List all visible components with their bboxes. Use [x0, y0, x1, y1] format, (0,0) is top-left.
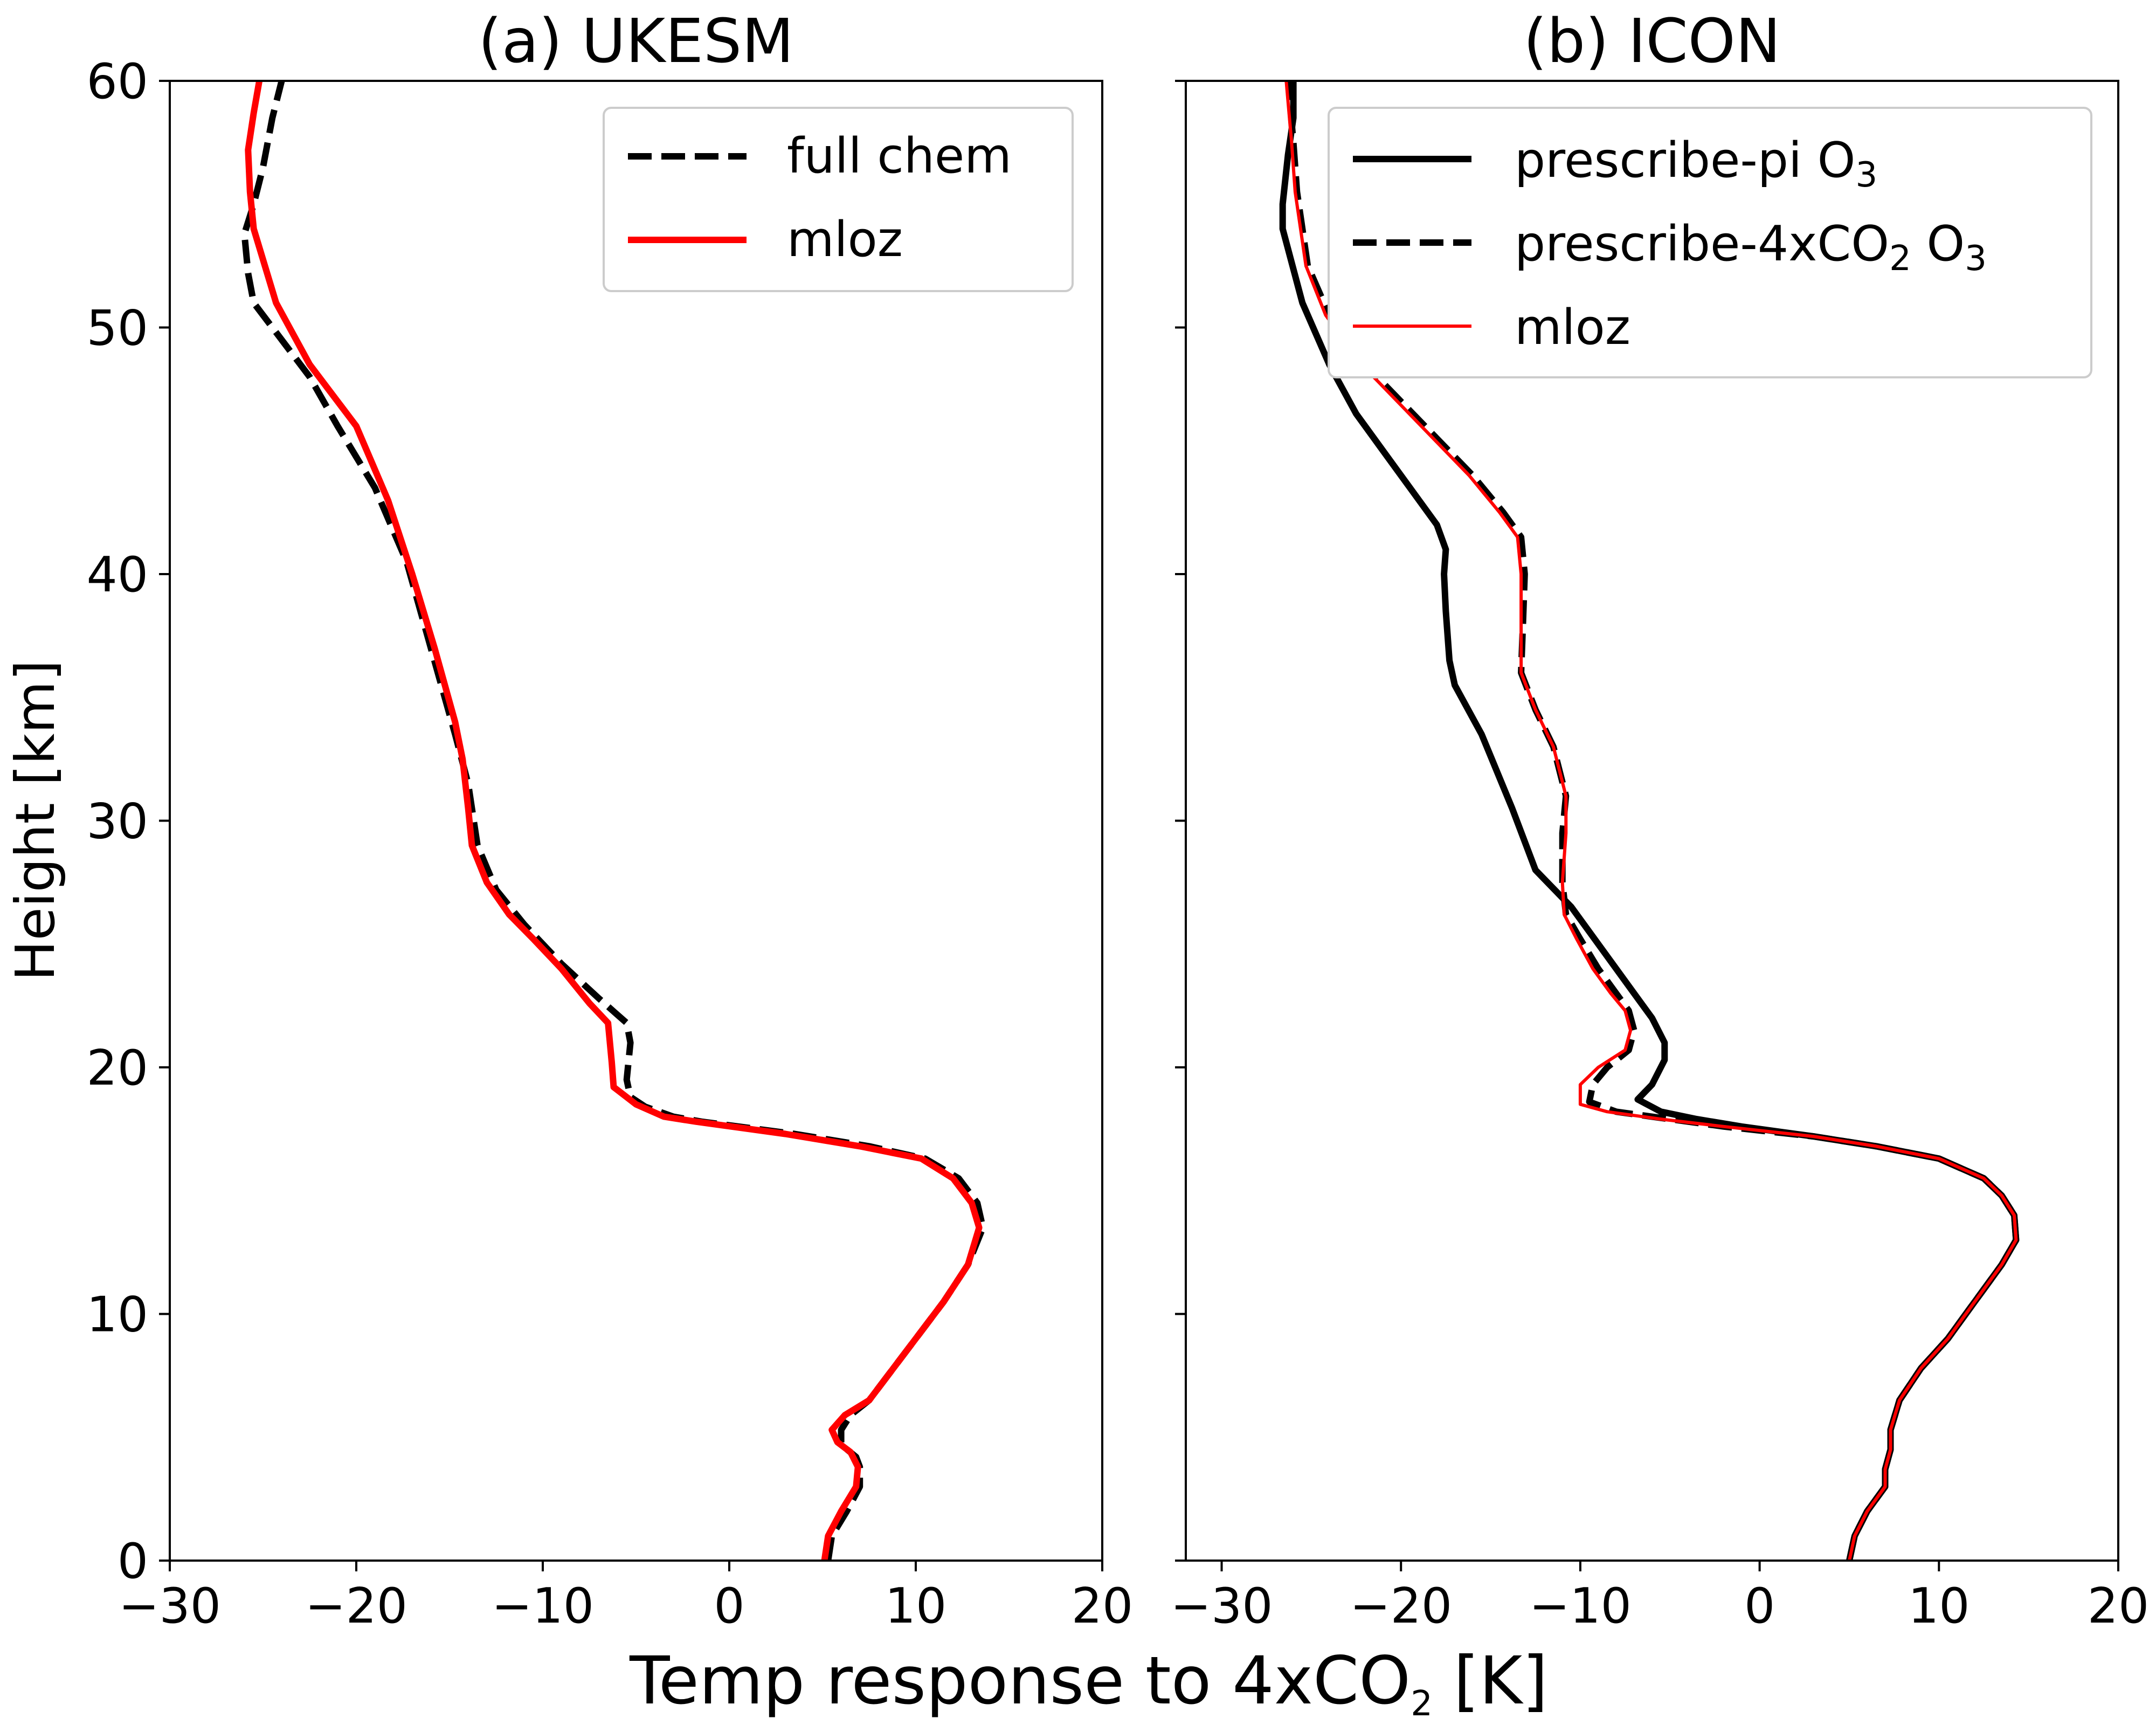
- icon-x-tick-label: −30: [1171, 1578, 1273, 1634]
- legend-label-prescribe-4xco2: prescribe-4xCO2 O3: [1515, 216, 1987, 279]
- panel-icon: −30 −20 −10 0 10 20 (b) ICON prescribe-pi O3 …: [1171, 6, 2150, 1634]
- ukesm-x-ticks: −30 −20 −10 0 10 20: [119, 1561, 1133, 1634]
- legend-label-full-chem: full chem: [787, 128, 1012, 184]
- ukesm-y-tick-label: 60: [86, 53, 148, 110]
- ukesm-y-tick-label: 30: [86, 794, 148, 850]
- ukesm-y-tick-label: 10: [86, 1287, 148, 1343]
- ukesm-x-tick-label: 20: [1072, 1578, 1134, 1634]
- icon-title: (b) ICON: [1523, 6, 1780, 77]
- ukesm-y-tick-label: 50: [86, 300, 148, 357]
- ukesm-y-ticks: 0 10 20 30 40 50 60: [86, 53, 170, 1590]
- icon-x-tick-label: 20: [2088, 1578, 2150, 1634]
- ukesm-x-tick-label: 0: [714, 1578, 744, 1634]
- ukesm-y-tick-label: 0: [118, 1533, 148, 1590]
- icon-series-mloz: [1284, 80, 2018, 1561]
- icon-x-tick-label: 0: [1744, 1578, 1775, 1634]
- icon-x-tick-label: −10: [1529, 1578, 1632, 1634]
- icon-series-prescribe-4xco2-o3: [1284, 80, 2020, 1562]
- ukesm-x-tick-label: −30: [119, 1578, 221, 1634]
- icon-y-ticks: [1175, 80, 1186, 1562]
- ukesm-series-layer: [241, 80, 986, 1561]
- legend-label-prescribe-pi: prescribe-pi O3: [1515, 132, 1877, 195]
- ukesm-y-tick-label: 20: [86, 1040, 148, 1096]
- ukesm-title: (a) UKESM: [478, 6, 794, 77]
- ukesm-series-full-chem: [241, 80, 986, 1561]
- icon-x-tick-label: 10: [1908, 1578, 1970, 1634]
- legend-label-mloz-a: mloz: [787, 211, 903, 268]
- ukesm-legend-box: [603, 107, 1074, 292]
- panel-ukesm: −30 −20 −10 0 10 20 0 10 20 30 40 50 60 (a) UKESM H…: [4, 6, 1133, 1634]
- legend-label-mloz-b: mloz: [1515, 299, 1630, 356]
- icon-x-tick-label: −20: [1350, 1578, 1452, 1634]
- ukesm-x-tick-label: −10: [492, 1578, 594, 1634]
- icon-x-ticks: −30 −20 −10 0 10 20: [1171, 1561, 2150, 1634]
- ukesm-legend: full chem mloz: [603, 107, 1074, 292]
- y-axis-label: Height [km]: [4, 660, 67, 981]
- ukesm-plot-frame: [169, 80, 1103, 1562]
- icon-legend: prescribe-pi O3 prescribe-4xCO2 O3 mloz: [1328, 107, 2092, 378]
- ukesm-x-tick-label: −20: [305, 1578, 407, 1634]
- ukesm-x-tick-label: 10: [885, 1578, 947, 1634]
- ukesm-series-mloz: [245, 80, 983, 1561]
- x-axis-label: Temp response to 4xCO2 [K]: [629, 1643, 1548, 1724]
- icon-series-layer: [1279, 80, 2020, 1562]
- icon-legend-box: [1328, 107, 2092, 378]
- ukesm-y-tick-label: 40: [86, 547, 148, 603]
